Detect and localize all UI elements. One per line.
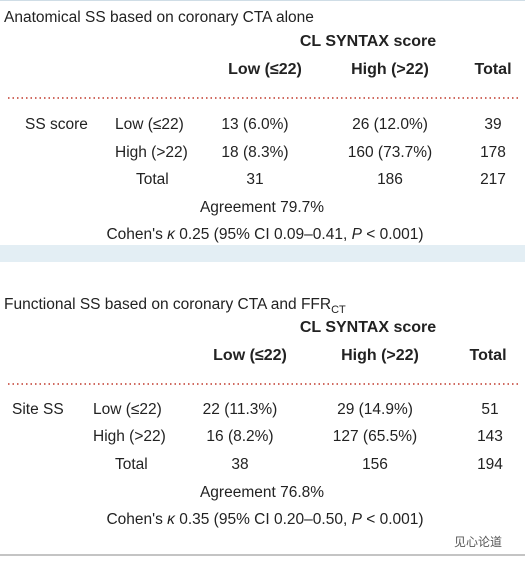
separator-band <box>0 245 525 262</box>
title-text: Functional SS based on coronary CTA and … <box>4 296 331 313</box>
cell: 31 <box>246 171 263 188</box>
cohen-part: κ <box>167 511 176 528</box>
cell: 39 <box>484 116 501 133</box>
cohen-kappa: Cohen's κ 0.25 (95% CI 0.09–0.41, P < 0.… <box>106 226 423 243</box>
row-group-label: Site SS <box>12 401 64 418</box>
cohen-part: 0.35 (95% CI 0.20–0.50, <box>175 511 352 528</box>
column-group-header: CL SYNTAX score <box>300 33 436 50</box>
column-header: High (>22) <box>351 61 429 78</box>
cohen-part: Cohen's <box>106 226 167 243</box>
column-group-header: CL SYNTAX score <box>300 319 436 336</box>
agreement: Agreement 79.7% <box>200 199 324 216</box>
cell: 143 <box>477 428 503 445</box>
cell: 160 (73.7%) <box>348 144 432 161</box>
column-header: Total <box>474 61 511 78</box>
row-label: Total <box>115 456 148 473</box>
cohen-part: P <box>352 226 363 243</box>
row-label: Low (≤22) <box>115 116 184 133</box>
column-header: Low (≤22) <box>228 61 302 78</box>
cell: 29 (14.9%) <box>337 401 413 418</box>
column-header: High (>22) <box>341 347 419 364</box>
title-text: Anatomical SS based on coronary CTA alon… <box>4 9 314 26</box>
cell: 194 <box>477 456 503 473</box>
cell: 156 <box>362 456 388 473</box>
panel-title: Anatomical SS based on coronary CTA alon… <box>4 9 314 26</box>
cell: 38 <box>231 456 248 473</box>
cell: 186 <box>377 171 403 188</box>
cohen-part: < 0.001) <box>362 226 424 243</box>
cohen-part: P <box>352 511 363 528</box>
cohen-part: 0.25 (95% CI 0.09–0.41, <box>175 226 352 243</box>
cell: 18 (8.3%) <box>221 144 288 161</box>
cell: 127 (65.5%) <box>333 428 417 445</box>
row-group-label: SS score <box>25 116 88 133</box>
cell: 16 (8.2%) <box>206 428 273 445</box>
cell: 22 (11.3%) <box>203 401 278 418</box>
row-label: Low (≤22) <box>93 401 162 418</box>
agreement: Agreement 76.8% <box>200 484 324 501</box>
cell: 178 <box>480 144 506 161</box>
cell: 51 <box>481 401 498 418</box>
row-label: High (>22) <box>115 144 188 161</box>
watermark: 见心论道 <box>454 535 502 549</box>
cell: 13 (6.0%) <box>221 116 288 133</box>
cohen-part: Cohen's <box>106 511 167 528</box>
cohen-part: < 0.001) <box>362 511 424 528</box>
title-subscript: CT <box>331 304 346 316</box>
panel-title: Functional SS based on coronary CTA and … <box>4 296 346 316</box>
cell: 26 (12.0%) <box>352 116 428 133</box>
row-label: High (>22) <box>93 428 166 445</box>
row-label: Total <box>136 171 169 188</box>
cohen-part: κ <box>167 226 176 243</box>
cell: 217 <box>480 171 506 188</box>
column-header: Total <box>469 347 506 364</box>
column-header: Low (≤22) <box>213 347 287 364</box>
cohen-kappa: Cohen's κ 0.35 (95% CI 0.20–0.50, P < 0.… <box>106 511 423 528</box>
